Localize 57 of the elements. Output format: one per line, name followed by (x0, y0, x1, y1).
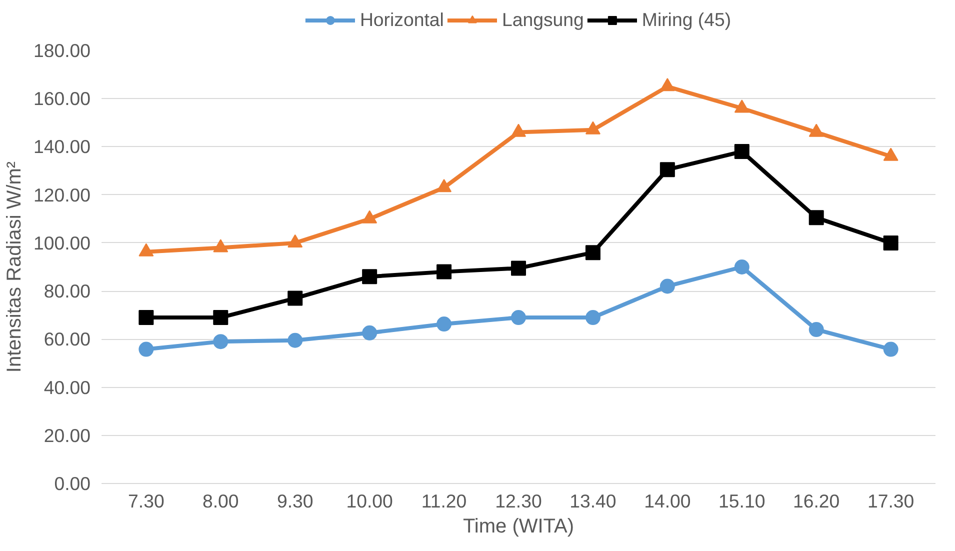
y-tick-label: 80.00 (44, 280, 90, 302)
point (138, 310, 154, 326)
point (883, 342, 898, 357)
point (213, 334, 228, 350)
point (585, 310, 600, 326)
point (883, 235, 898, 250)
legend-label: Miring (45) (642, 9, 732, 31)
point (288, 234, 303, 248)
y-axis-title: Intensitas Radiasi W/m² (3, 161, 26, 373)
x-tick-label: 7.30 (128, 490, 164, 512)
point (138, 342, 154, 357)
legend-label: Langsung (502, 9, 584, 31)
point (734, 100, 750, 113)
point (808, 210, 824, 226)
point (511, 260, 526, 276)
point (436, 316, 452, 332)
point (808, 322, 824, 338)
y-tick-label: 100.00 (33, 232, 90, 254)
y-tick-label: 40.00 (44, 376, 90, 398)
point (511, 310, 526, 326)
x-tick-label: 11.20 (421, 490, 467, 512)
y-tick-label: 0.00 (54, 473, 90, 494)
point (362, 210, 378, 224)
point (288, 290, 303, 306)
x-tick-label: 12.30 (495, 490, 542, 512)
x-tick-label: 10.00 (346, 490, 393, 512)
point (808, 124, 824, 137)
x-tick-label: 17.30 (867, 490, 914, 512)
x-tick-label: 14.00 (644, 490, 691, 512)
point (362, 269, 378, 284)
point (138, 243, 154, 256)
point (660, 78, 675, 92)
point (585, 121, 600, 134)
x-tick-label: 9.30 (276, 490, 314, 512)
x-tick-label: 15.10 (718, 490, 766, 512)
legend-label: Horizontal (360, 9, 444, 31)
point (511, 124, 526, 137)
point (362, 325, 378, 340)
x-tick-label: 16.20 (793, 490, 840, 512)
point (585, 245, 600, 260)
point (213, 310, 228, 326)
point (883, 148, 898, 161)
point (734, 260, 750, 274)
y-tick-label: 20.00 (44, 424, 90, 446)
x-tick-label: 8.00 (202, 490, 239, 512)
y-tick-label: 60.00 (44, 328, 90, 350)
point (288, 332, 303, 348)
point (213, 239, 228, 252)
point (436, 179, 452, 192)
y-tick-label: 120.00 (33, 184, 90, 206)
y-tick-label: 180.00 (33, 40, 90, 61)
point (660, 278, 675, 294)
y-tick-label: 160.00 (33, 88, 90, 110)
y-tick-label: 140.00 (33, 136, 90, 158)
x-tick-label: 13.40 (570, 490, 616, 512)
point (436, 264, 452, 280)
x-axis-title: Time (WITA) (462, 516, 574, 538)
